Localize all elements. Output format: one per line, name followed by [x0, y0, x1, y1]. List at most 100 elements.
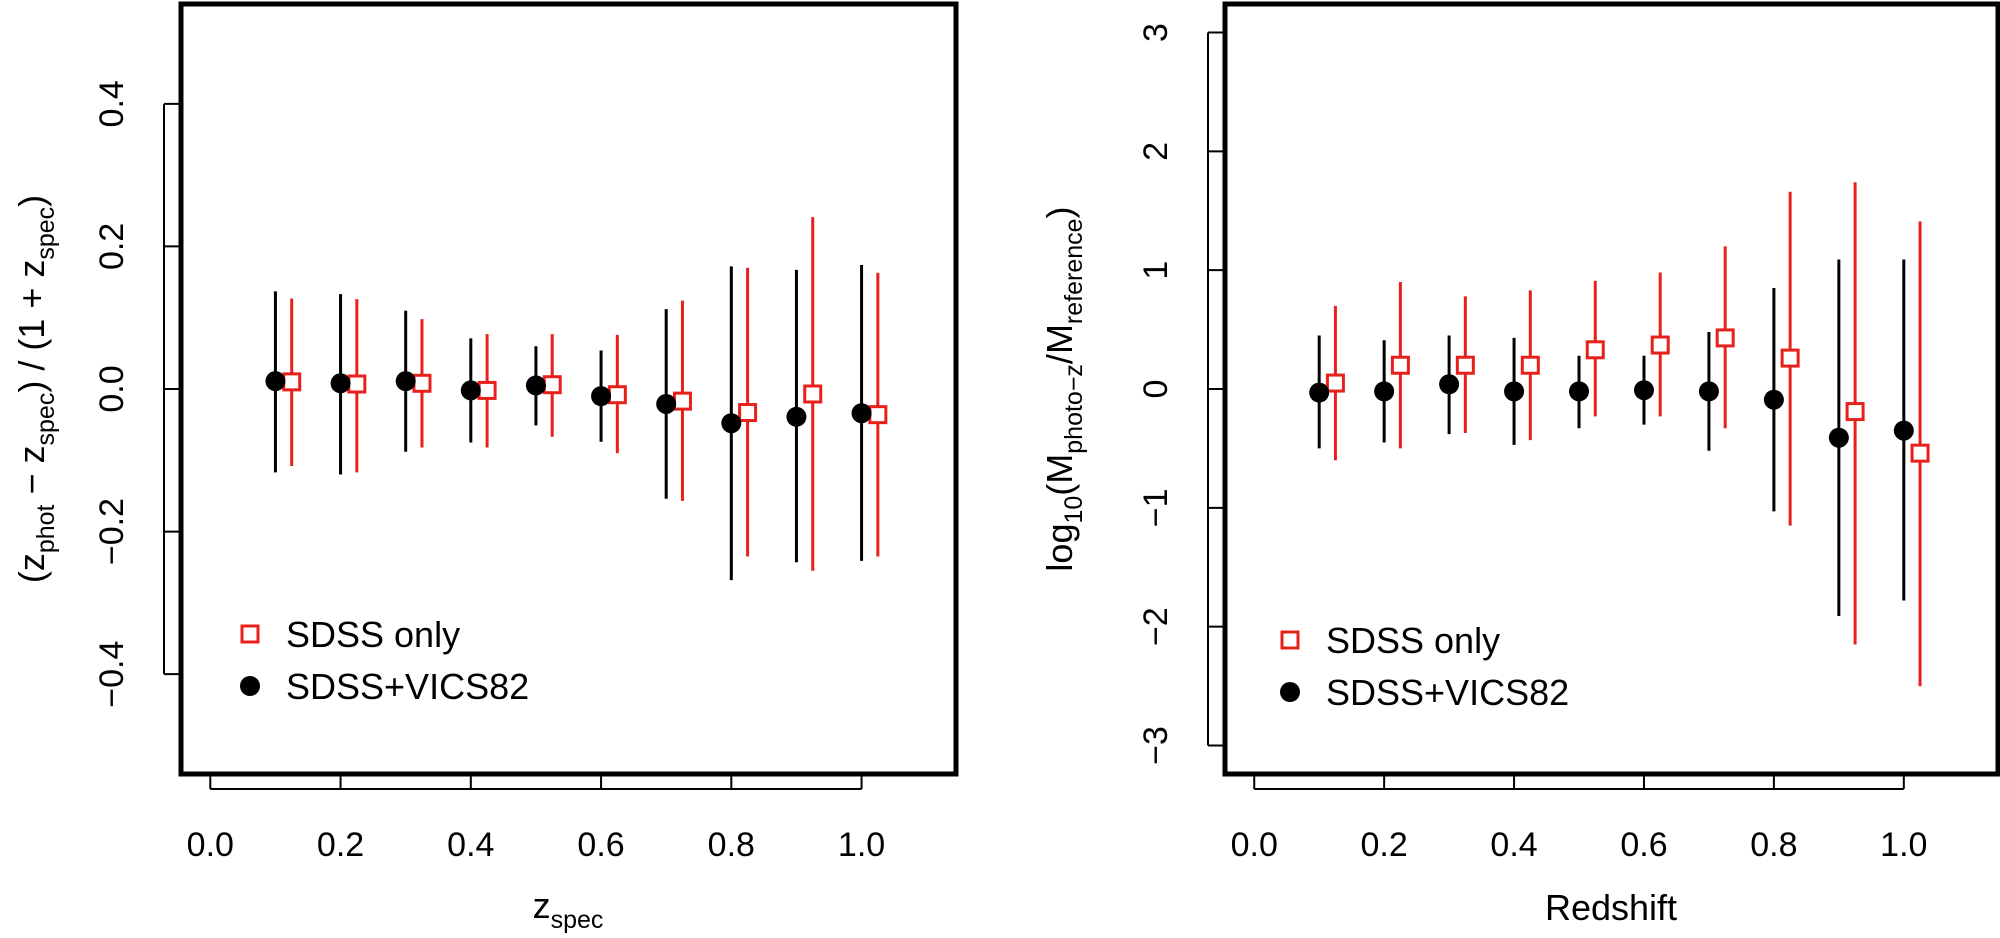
data-point-square: [1910, 443, 1930, 463]
y-tick-label: 0.0: [93, 365, 131, 412]
y-axis-title-subscript: photo−z: [1060, 364, 1088, 454]
data-point-circle: [1893, 420, 1914, 441]
y-axis-title-subscript: spec: [32, 207, 60, 260]
right-panel: 0.0 0.2 0.4 0.6 0.8 1.0 −3 −2 −1 0 1 2 3 Redshift log1…: [1039, 1, 2000, 928]
data-point-square: [1520, 355, 1540, 375]
data-point-square: [868, 405, 888, 425]
x-tick-label: 0.2: [317, 826, 364, 864]
left-panel: 0.0 0.2 0.4 0.6 0.8 1.0−0.4−0.20.00.20.4zspec…: [11, 1, 959, 934]
legend-label: SDSS+VICS82: [286, 666, 529, 707]
data-point-circle: [330, 373, 351, 394]
y-axis-title-part: /M: [1039, 324, 1080, 364]
y-tick-label: 3: [1137, 23, 1175, 42]
y-axis-title: (zphot − zspec) / (1 + zspec): [11, 195, 60, 583]
y-axis-title-subscript: 10: [1060, 496, 1088, 524]
x-axis-title-main: z: [533, 885, 551, 926]
y-tick-label: −3: [1137, 726, 1175, 765]
x-tick-label: 1.0: [838, 826, 885, 864]
data-point-square: [412, 373, 432, 393]
x-tick-label: 0.2: [1361, 826, 1408, 864]
data-point-square: [1325, 373, 1345, 393]
data-point-square: [803, 384, 823, 404]
x-tick-label: 0.8: [708, 826, 755, 864]
data-point-circle: [656, 393, 677, 414]
y-axis-title-part: ): [1039, 206, 1080, 218]
data-point-circle: [1569, 381, 1590, 402]
legend-square-marker: [1280, 630, 1300, 650]
data-point-square: [1455, 355, 1475, 375]
legend-label: SDSS+VICS82: [1326, 672, 1569, 713]
y-axis-title: log10(Mphoto−z/Mreference): [1039, 206, 1088, 571]
data-point-circle: [1828, 427, 1849, 448]
x-axis-title-subscript: spec: [551, 906, 604, 934]
data-point-circle: [460, 380, 481, 401]
y-tick-label: 0: [1137, 380, 1175, 399]
y-tick-label: 1: [1137, 261, 1175, 280]
legend-label: SDSS only: [1326, 620, 1500, 661]
x-tick-label: 0.6: [1620, 826, 1667, 864]
y-axis-title-part: (z: [11, 553, 52, 583]
data-point-square: [542, 375, 562, 395]
y-axis-title-part: (M: [1039, 454, 1080, 496]
data-point-circle: [721, 413, 742, 434]
data-point-circle: [1504, 381, 1525, 402]
y-tick-label: 0.4: [93, 80, 131, 127]
data-point-circle: [1633, 380, 1654, 401]
data-point-circle: [265, 371, 286, 392]
y-axis-title-part: ): [11, 195, 52, 207]
data-point-square: [1650, 335, 1670, 355]
x-tick-label: 0.8: [1750, 826, 1797, 864]
x-tick-label: 0.0: [187, 826, 234, 864]
data-point-circle: [1374, 381, 1395, 402]
data-point-circle: [525, 375, 546, 396]
y-axis-title-part: − z: [11, 445, 52, 504]
legend-circle-marker: [240, 676, 260, 696]
data-point-circle: [591, 386, 612, 407]
x-tick-label: 0.6: [577, 826, 624, 864]
legend-circle-marker: [1280, 682, 1300, 702]
data-point-square: [347, 374, 367, 394]
data-point-circle: [1763, 389, 1784, 410]
x-tick-label: 0.4: [1490, 826, 1537, 864]
y-tick-label: 2: [1137, 142, 1175, 161]
x-axis-title-main: Redshift: [1545, 887, 1677, 928]
data-point-square: [738, 403, 758, 423]
data-point-square: [1585, 340, 1605, 360]
data-point-square: [1845, 402, 1865, 422]
data-point-circle: [786, 406, 807, 427]
data-point-square: [672, 391, 692, 411]
y-tick-label: 0.2: [93, 223, 131, 270]
data-point-square: [1715, 328, 1735, 348]
x-tick-label: 0.4: [447, 826, 494, 864]
series-sdss-vics82: [1309, 259, 1914, 616]
legend-label: SDSS only: [286, 614, 460, 655]
data-point-circle: [1309, 382, 1330, 403]
data-point-square: [607, 385, 627, 405]
y-tick-label: −0.2: [93, 498, 131, 565]
y-axis-title-subscript: spec: [32, 393, 60, 446]
y-axis-title-part: ) / (1 + z: [11, 260, 52, 393]
x-axis-title: zspec: [533, 885, 604, 934]
series-sdss-vics82: [265, 264, 872, 581]
series-sdss-only: [282, 217, 888, 571]
data-point-square: [477, 380, 497, 400]
data-point-square: [1390, 355, 1410, 375]
x-axis-title: Redshift: [1545, 887, 1677, 928]
y-tick-label: −2: [1137, 607, 1175, 646]
data-point-square: [282, 372, 302, 392]
y-tick-label: −1: [1137, 488, 1175, 527]
data-point-square: [1780, 348, 1800, 368]
data-point-circle: [1439, 374, 1460, 395]
data-point-circle: [851, 403, 872, 424]
legend-square-marker: [240, 624, 260, 644]
data-point-circle: [395, 371, 416, 392]
y-axis-title-subscript: reference: [1060, 218, 1088, 324]
y-axis-title-subscript: phot: [32, 504, 60, 553]
y-tick-label: −0.4: [93, 641, 131, 708]
x-tick-label: 0.0: [1231, 826, 1278, 864]
legend: SDSS only SDSS+VICS82: [1280, 620, 1569, 713]
legend: SDSS only SDSS+VICS82: [240, 614, 529, 707]
x-tick-label: 1.0: [1880, 826, 1927, 864]
y-axis-title-part: log: [1039, 524, 1080, 572]
